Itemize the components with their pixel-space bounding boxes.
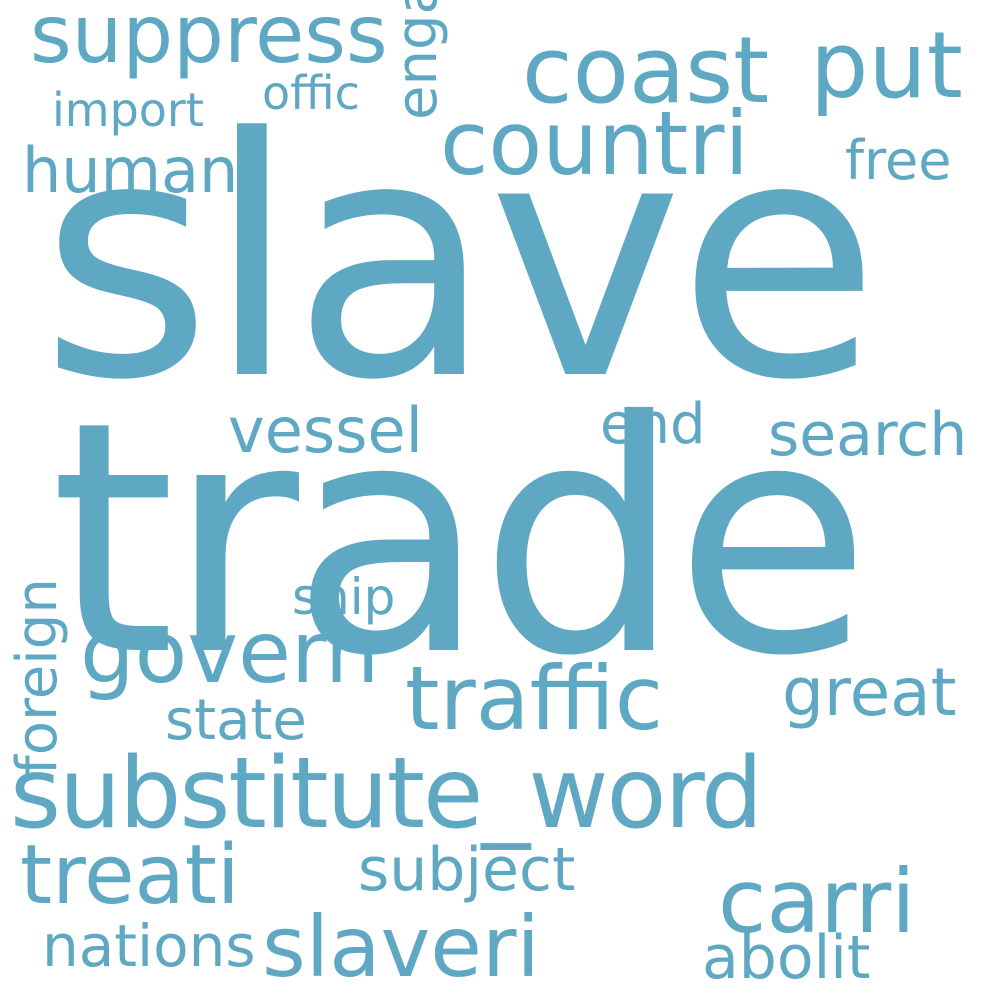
- word-traffic: traffic: [405, 647, 664, 750]
- word-state: state: [165, 688, 307, 753]
- word-treati: treati: [20, 828, 240, 923]
- word-vessel: vessel: [228, 394, 423, 467]
- word-countri: countri: [440, 92, 749, 195]
- word-suppress: suppress: [30, 0, 388, 81]
- word-put: put: [810, 12, 963, 119]
- word-abolit: abolit: [702, 923, 871, 993]
- word-end: end: [600, 392, 706, 457]
- word-nations: nations: [42, 912, 256, 980]
- word-coast: coast: [522, 17, 770, 124]
- word-carri: carri: [718, 850, 916, 953]
- word-free: free: [845, 129, 952, 192]
- word-engag: engag: [385, 0, 450, 120]
- word-substitute-word: substitute_word: [10, 737, 763, 851]
- word-subject: subject: [358, 835, 576, 905]
- word-foreign: foreign: [5, 578, 70, 775]
- word-human: human: [22, 134, 239, 207]
- word-govern: govern: [80, 603, 380, 703]
- word-trade: trade: [50, 354, 871, 726]
- word-search: search: [768, 400, 968, 470]
- word-import: import: [52, 83, 204, 137]
- word-ship: ship: [292, 568, 396, 626]
- word-offic: offic: [262, 66, 360, 120]
- word-slaveri: slaveri: [262, 898, 540, 996]
- word-great: great: [782, 654, 957, 731]
- word-slave: slave: [40, 68, 880, 452]
